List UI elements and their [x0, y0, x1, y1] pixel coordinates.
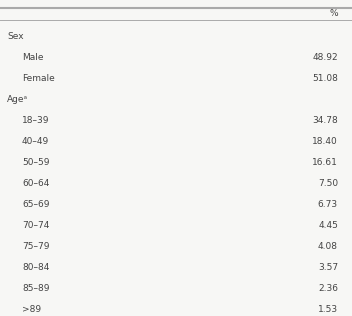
Text: 80–84: 80–84: [22, 263, 49, 272]
Text: 85–89: 85–89: [22, 284, 50, 293]
Text: 16.61: 16.61: [312, 158, 338, 167]
Text: Female: Female: [22, 74, 55, 83]
Text: 2.36: 2.36: [318, 284, 338, 293]
Text: 48.92: 48.92: [312, 53, 338, 62]
Text: Sex: Sex: [7, 32, 24, 41]
Text: Ageᵃ: Ageᵃ: [7, 95, 28, 104]
Text: 4.08: 4.08: [318, 242, 338, 251]
Text: 3.57: 3.57: [318, 263, 338, 272]
Text: 50–59: 50–59: [22, 158, 50, 167]
Text: 18.40: 18.40: [312, 137, 338, 146]
Text: 7.50: 7.50: [318, 179, 338, 188]
Text: 6.73: 6.73: [318, 200, 338, 209]
Text: Male: Male: [22, 53, 44, 62]
Text: >89: >89: [22, 305, 41, 314]
Text: 18–39: 18–39: [22, 116, 50, 125]
Text: 65–69: 65–69: [22, 200, 50, 209]
Text: 51.08: 51.08: [312, 74, 338, 83]
Text: %: %: [329, 9, 338, 19]
Text: 60–64: 60–64: [22, 179, 49, 188]
Text: 75–79: 75–79: [22, 242, 50, 251]
Text: 70–74: 70–74: [22, 221, 49, 230]
Text: 4.45: 4.45: [318, 221, 338, 230]
Text: 40–49: 40–49: [22, 137, 49, 146]
Text: 1.53: 1.53: [318, 305, 338, 314]
Text: 34.78: 34.78: [312, 116, 338, 125]
